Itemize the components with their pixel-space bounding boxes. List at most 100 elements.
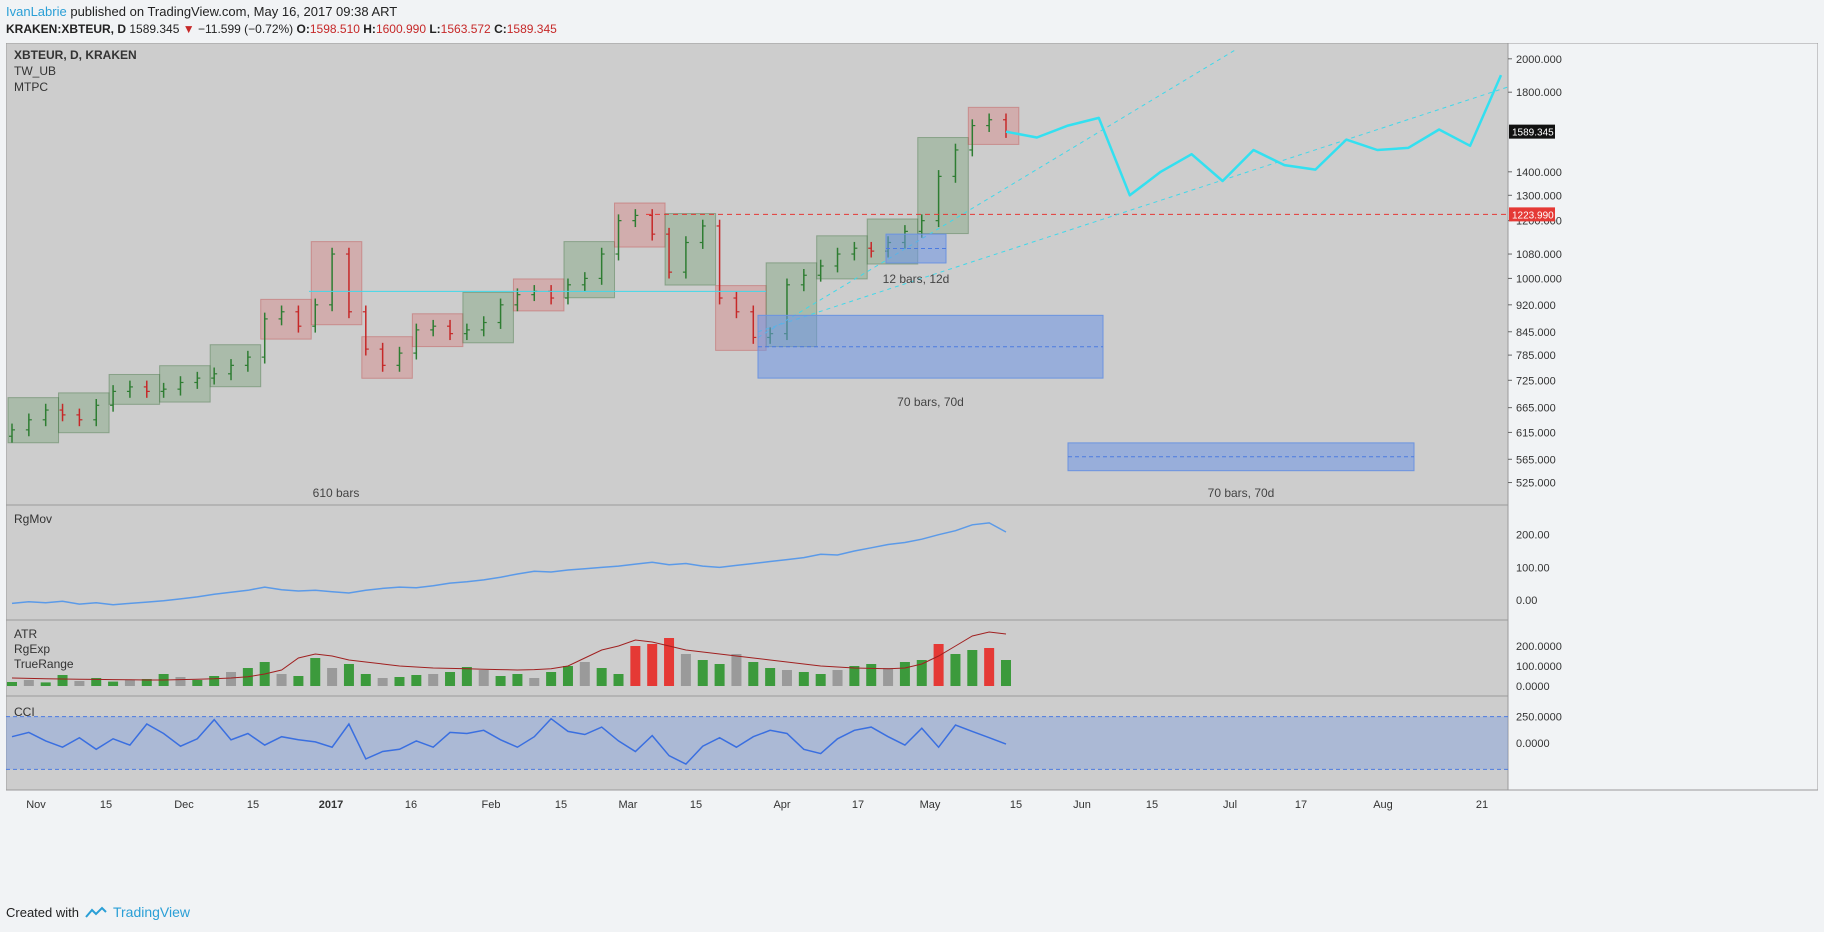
regime-box: [816, 235, 868, 280]
atr-bar: [141, 679, 152, 686]
time-tick-label: Jun: [1073, 799, 1091, 811]
regime-box: [614, 202, 666, 248]
atr-bar: [1001, 660, 1011, 686]
atr-bar: [748, 662, 759, 686]
bars-count-label: 610 bars: [313, 486, 360, 500]
atr-legend-label: TrueRange: [14, 657, 74, 671]
price-tick-label: 1000.000: [1516, 273, 1562, 285]
time-tick-label: Jul: [1223, 799, 1237, 811]
time-tick-label: 2017: [319, 799, 343, 811]
price-tick-label: 665.000: [1516, 403, 1556, 415]
trendline-upper: [757, 49, 1237, 338]
atr-bar: [630, 646, 641, 686]
high-label: H:: [363, 22, 376, 36]
resistance-price-badge: [1509, 207, 1555, 222]
cci-tick-label: 250.0000: [1516, 712, 1562, 724]
atr-bar: [428, 674, 439, 686]
atr-bar: [546, 672, 557, 686]
cci-band: [6, 716, 1508, 770]
atr-bar: [832, 670, 843, 686]
atr-bar: [697, 660, 708, 686]
atr-bar: [445, 672, 456, 686]
atr-bar: [967, 650, 978, 686]
time-tick-label: 15: [100, 799, 112, 811]
ohlc-header: KRAKEN:XBTEUR, D 1589.345 ▼ −11.599 (−0.…: [6, 21, 557, 37]
author-link[interactable]: IvanLabrie: [6, 4, 67, 19]
atr-bar: [293, 676, 304, 686]
atr-bar: [899, 662, 910, 686]
pane-background: [6, 43, 1509, 506]
regime-box: [462, 291, 514, 344]
atr-bar: [647, 644, 658, 686]
open-label: O:: [296, 22, 310, 36]
atr-bar: [411, 675, 422, 686]
symbol-label: KRAKEN:XBTEUR, D: [6, 22, 126, 36]
atr-bar: [815, 674, 826, 686]
cci-line: [11, 717, 1007, 766]
atr-bar: [680, 654, 691, 686]
price-tick-label: 565.000: [1516, 454, 1556, 466]
atr-bar: [7, 682, 17, 686]
atr-bar: [394, 677, 405, 686]
atr-bar: [57, 675, 68, 686]
tradingview-brand-link[interactable]: TradingView: [112, 904, 191, 920]
last-price: 1589.345: [129, 22, 180, 36]
atr-bar: [765, 668, 776, 686]
atr-bar: [950, 654, 961, 686]
close-label: C:: [494, 22, 507, 36]
time-tick-label: 15: [1146, 799, 1158, 811]
atr-bar: [108, 681, 119, 686]
time-tick-label: 17: [852, 799, 864, 811]
atr-tick-label: 100.0000: [1516, 661, 1562, 673]
tradingview-logo-icon: [85, 906, 107, 918]
atr-bar: [562, 666, 573, 686]
atr-bar: [175, 677, 186, 686]
rgmov-tick-label: 100.00: [1516, 562, 1550, 574]
atr-bar: [91, 678, 102, 686]
rgmov-line: [11, 522, 1007, 606]
time-tick-label: 21: [1476, 799, 1488, 811]
atr-line: [11, 631, 1007, 681]
time-tick-label: 15: [247, 799, 259, 811]
atr-bar: [849, 666, 860, 686]
regime-box: [7, 397, 60, 444]
atr-bar: [798, 672, 809, 686]
price-axis-background: [1507, 43, 1818, 791]
atr-bar: [343, 664, 354, 686]
atr-bar: [478, 670, 489, 686]
time-tick-label: 15: [690, 799, 702, 811]
atr-tick-label: 0.0000: [1516, 681, 1550, 693]
atr-bar: [781, 670, 792, 686]
atr-bar: [613, 674, 624, 686]
regime-box: [664, 213, 717, 286]
rgmov-tick-label: 0.00: [1516, 595, 1537, 607]
time-tick-label: 15: [1010, 799, 1022, 811]
publish-header: IvanLabrie published on TradingView.com,…: [6, 4, 397, 20]
atr-bar: [74, 681, 85, 686]
atr-bar: [461, 667, 472, 686]
atr-bar: [596, 668, 607, 686]
atr-legend-label: RgExp: [14, 642, 50, 656]
low-value: 1563.572: [440, 22, 491, 36]
price-tick-label: 920.000: [1516, 300, 1556, 312]
regime-box: [260, 298, 312, 340]
regime-box: [967, 106, 1020, 145]
price-tick-label: 2000.000: [1516, 54, 1562, 66]
atr-bar: [360, 674, 371, 686]
published-text: published on TradingView.com, May 16, 20…: [70, 4, 398, 19]
atr-bar: [209, 676, 220, 686]
atr-bar: [310, 658, 321, 686]
price-tick-label: 615.000: [1516, 427, 1556, 439]
regime-box: [512, 278, 565, 312]
time-tick-label: 17: [1295, 799, 1307, 811]
price-tick-label: 725.000: [1516, 375, 1556, 387]
chart-canvas[interactable]: 12 bars, 12d 70 bars, 70d 70 bars, 70d 610 …: [6, 43, 1818, 895]
atr-bar: [984, 648, 995, 686]
time-tick-label: 16: [405, 799, 417, 811]
range-box-70a-label: 70 bars, 70d: [897, 395, 964, 409]
created-with-text: Created with: [6, 904, 79, 920]
atr-bar: [512, 674, 523, 686]
atr-legend-label: ATR: [14, 627, 37, 641]
atr-bar: [933, 644, 944, 686]
price-tick-label: 1800.000: [1516, 87, 1562, 99]
